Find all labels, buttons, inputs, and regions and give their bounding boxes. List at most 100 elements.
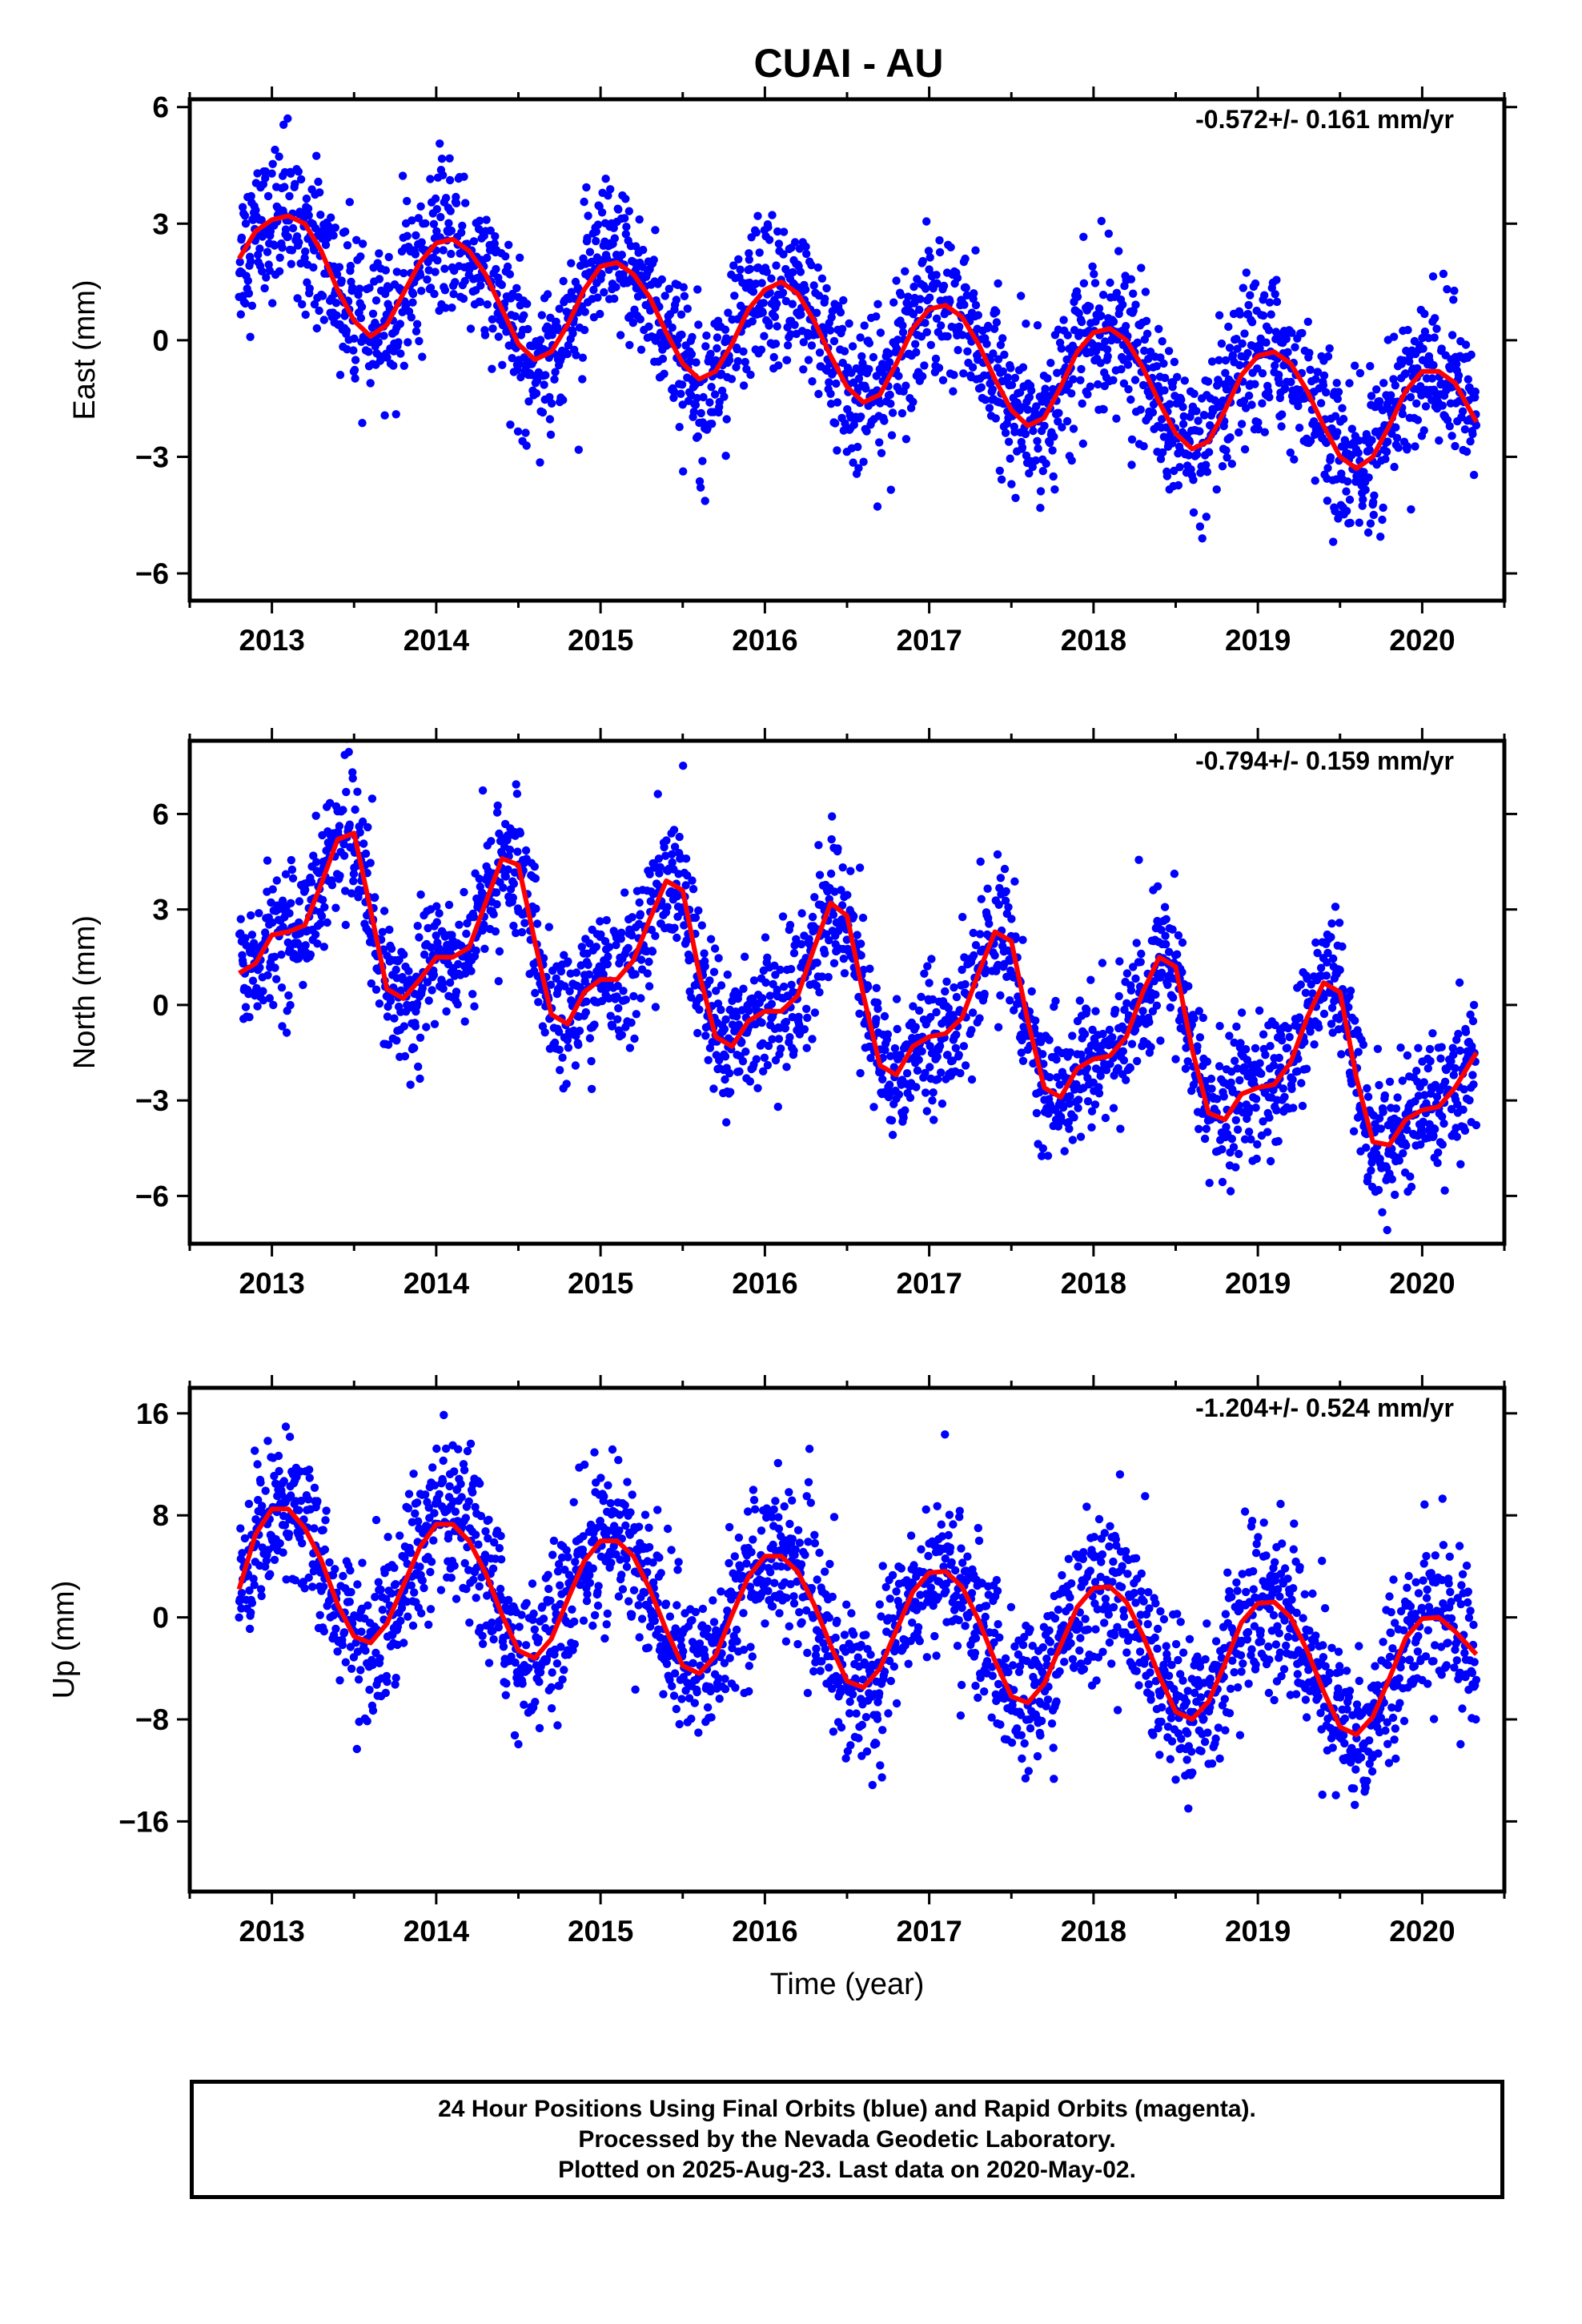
data-point (1465, 1096, 1474, 1105)
data-point (1221, 368, 1230, 377)
data-point (1011, 493, 1020, 502)
data-point (897, 408, 907, 418)
data-point (1375, 396, 1384, 406)
data-point (934, 364, 944, 372)
data-point (924, 247, 934, 255)
data-point (1131, 300, 1140, 309)
data-point (267, 169, 276, 178)
data-point (815, 870, 825, 879)
data-point (1367, 436, 1376, 444)
data-point (705, 976, 714, 985)
data-point (712, 987, 721, 995)
data-point (478, 786, 488, 795)
data-point (575, 1027, 584, 1035)
data-point (840, 969, 849, 978)
data-point (380, 411, 389, 420)
data-point (1374, 1185, 1383, 1195)
data-point (1265, 392, 1274, 402)
data-point (672, 296, 681, 304)
data-point (1235, 310, 1245, 319)
data-point (733, 344, 741, 354)
data-point (712, 356, 721, 365)
data-point (1043, 374, 1052, 383)
data-point (531, 874, 540, 883)
data-point (537, 311, 546, 320)
data-point (438, 171, 448, 179)
data-point (725, 1069, 734, 1078)
data-point (244, 990, 253, 999)
data-point (942, 977, 951, 987)
data-point (1255, 344, 1264, 353)
data-point (730, 292, 739, 300)
data-point (1203, 1057, 1212, 1066)
data-point (1080, 1030, 1090, 1039)
data-point (857, 951, 865, 960)
data-point (283, 232, 292, 241)
data-point (539, 954, 548, 963)
data-point (1212, 485, 1221, 494)
data-point (457, 941, 466, 951)
data-point (300, 253, 309, 263)
data-point (1399, 1149, 1407, 1158)
data-point (1387, 1175, 1397, 1184)
data-point (1361, 485, 1370, 494)
data-point (1433, 1159, 1442, 1168)
data-point (1221, 356, 1231, 365)
data-point (1375, 1080, 1383, 1090)
data-point (1157, 968, 1166, 977)
data-point (776, 965, 785, 975)
data-point (432, 205, 441, 214)
data-point (1337, 1050, 1346, 1059)
data-point (287, 259, 295, 268)
data-point (841, 419, 849, 428)
data-point (777, 1044, 785, 1053)
data-point (646, 897, 655, 906)
data-point (358, 239, 367, 248)
data-point (1203, 468, 1212, 476)
data-point (252, 983, 261, 993)
data-point (695, 1005, 704, 1015)
data-point (516, 253, 524, 262)
data-point (1253, 364, 1262, 373)
data-point (311, 811, 320, 820)
data-point (389, 361, 398, 370)
data-point (1414, 1043, 1423, 1052)
data-point (1326, 452, 1335, 462)
data-point (943, 332, 952, 341)
data-point (383, 1040, 393, 1049)
data-point (1373, 1044, 1383, 1054)
data-point (713, 344, 721, 353)
data-point (358, 817, 367, 826)
data-point (810, 1008, 820, 1017)
data-point (1460, 1126, 1470, 1136)
data-point (560, 951, 568, 959)
data-point (961, 1061, 970, 1070)
data-point (613, 981, 622, 991)
data-point (1391, 1104, 1401, 1113)
data-point (931, 354, 941, 364)
y-tick-label: 0 (152, 324, 169, 357)
data-point (1152, 1001, 1162, 1010)
data-point (620, 214, 629, 223)
data-point (1086, 975, 1095, 984)
data-point (439, 984, 448, 993)
data-point (1403, 325, 1412, 335)
data-point (839, 955, 849, 963)
data-point (878, 1075, 887, 1084)
data-point (1222, 446, 1231, 455)
data-point (757, 345, 766, 354)
data-point (893, 336, 902, 344)
data-point (452, 987, 461, 996)
data-point (986, 379, 995, 388)
data-point (416, 271, 425, 279)
data-point (467, 967, 476, 975)
data-point (410, 1043, 419, 1052)
data-point (701, 342, 710, 351)
data-point (693, 432, 702, 441)
data-point (885, 1080, 894, 1089)
data-point (367, 931, 375, 940)
data-point (1355, 368, 1365, 378)
data-point (1119, 1055, 1129, 1065)
data-point (366, 858, 375, 867)
data-point (418, 352, 427, 361)
